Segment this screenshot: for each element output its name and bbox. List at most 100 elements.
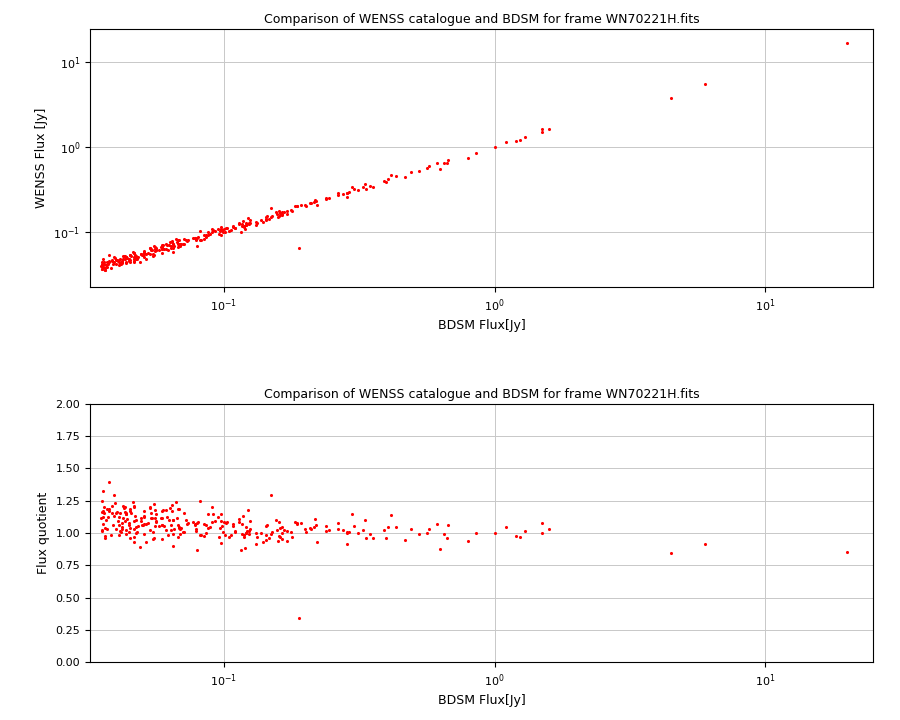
Point bbox=[433, 544, 447, 555]
Point bbox=[117, 251, 131, 262]
Point bbox=[274, 534, 289, 545]
Point bbox=[115, 257, 130, 269]
Point bbox=[106, 258, 121, 270]
Point bbox=[358, 179, 373, 190]
Point bbox=[97, 256, 112, 268]
Point bbox=[274, 522, 289, 534]
Point bbox=[238, 220, 253, 231]
Point bbox=[290, 518, 304, 529]
Point bbox=[276, 207, 291, 218]
Point bbox=[127, 516, 141, 527]
Point bbox=[179, 515, 194, 526]
Point bbox=[218, 226, 232, 238]
Point bbox=[122, 519, 136, 531]
Point bbox=[98, 259, 112, 271]
Point bbox=[94, 261, 108, 272]
Point bbox=[142, 501, 157, 513]
Point bbox=[201, 522, 215, 534]
Point bbox=[133, 512, 148, 523]
Point bbox=[144, 245, 158, 256]
Point bbox=[211, 224, 225, 235]
Point bbox=[172, 521, 186, 532]
Point bbox=[411, 528, 426, 540]
Point bbox=[129, 514, 143, 526]
Point bbox=[242, 217, 256, 228]
Point bbox=[264, 212, 278, 223]
Point bbox=[105, 254, 120, 266]
Point bbox=[95, 485, 110, 497]
Point bbox=[310, 536, 324, 548]
Point bbox=[188, 519, 202, 531]
Point bbox=[194, 234, 208, 246]
Point bbox=[127, 251, 141, 263]
Point bbox=[232, 513, 247, 525]
Point bbox=[280, 526, 294, 537]
Point bbox=[122, 255, 137, 266]
Point bbox=[199, 232, 213, 243]
Point bbox=[143, 507, 157, 518]
Point bbox=[122, 505, 137, 517]
Point bbox=[379, 532, 393, 544]
Point bbox=[237, 531, 251, 543]
Point bbox=[140, 518, 155, 529]
Point bbox=[234, 528, 248, 539]
Point bbox=[136, 249, 150, 261]
Point bbox=[440, 533, 454, 544]
Point bbox=[154, 513, 168, 524]
Point bbox=[110, 506, 124, 518]
Point bbox=[129, 250, 143, 261]
Point bbox=[242, 523, 256, 535]
Point bbox=[189, 525, 203, 536]
Point bbox=[219, 518, 233, 529]
Point bbox=[97, 501, 112, 513]
Point bbox=[197, 230, 211, 241]
Point bbox=[166, 528, 180, 539]
Point bbox=[170, 520, 184, 531]
Point bbox=[228, 526, 242, 538]
Point bbox=[176, 527, 190, 539]
Point bbox=[122, 518, 137, 529]
Point bbox=[242, 218, 256, 230]
Point bbox=[180, 518, 194, 530]
Point bbox=[249, 220, 264, 231]
Point bbox=[115, 523, 130, 535]
Point bbox=[249, 539, 264, 550]
Point bbox=[118, 506, 132, 518]
Point bbox=[698, 78, 713, 90]
Point bbox=[340, 528, 355, 539]
Point bbox=[389, 521, 403, 533]
Point bbox=[163, 502, 177, 513]
Point bbox=[243, 215, 257, 226]
Point bbox=[290, 518, 304, 529]
Point bbox=[149, 508, 164, 519]
Point bbox=[123, 532, 138, 544]
Point bbox=[461, 152, 475, 163]
Point bbox=[193, 234, 207, 246]
Point bbox=[201, 508, 215, 520]
Point bbox=[422, 161, 436, 172]
Point bbox=[270, 209, 284, 220]
Point bbox=[157, 521, 171, 532]
Point bbox=[126, 531, 140, 543]
Point bbox=[136, 519, 150, 531]
Point bbox=[148, 504, 162, 516]
Point bbox=[97, 262, 112, 274]
Point bbox=[238, 521, 253, 533]
Point bbox=[205, 223, 220, 235]
Point bbox=[129, 521, 143, 532]
Point bbox=[202, 521, 217, 532]
Point bbox=[258, 529, 273, 541]
Point bbox=[211, 511, 225, 523]
Point bbox=[116, 251, 130, 262]
Point bbox=[290, 200, 304, 212]
Point bbox=[430, 518, 445, 530]
Point bbox=[103, 503, 117, 514]
Point bbox=[336, 524, 350, 536]
Point bbox=[105, 508, 120, 519]
Point bbox=[172, 238, 186, 250]
Point bbox=[173, 528, 187, 540]
Point bbox=[513, 135, 527, 146]
Point bbox=[339, 187, 354, 199]
Point bbox=[155, 240, 169, 251]
Point bbox=[508, 135, 523, 147]
